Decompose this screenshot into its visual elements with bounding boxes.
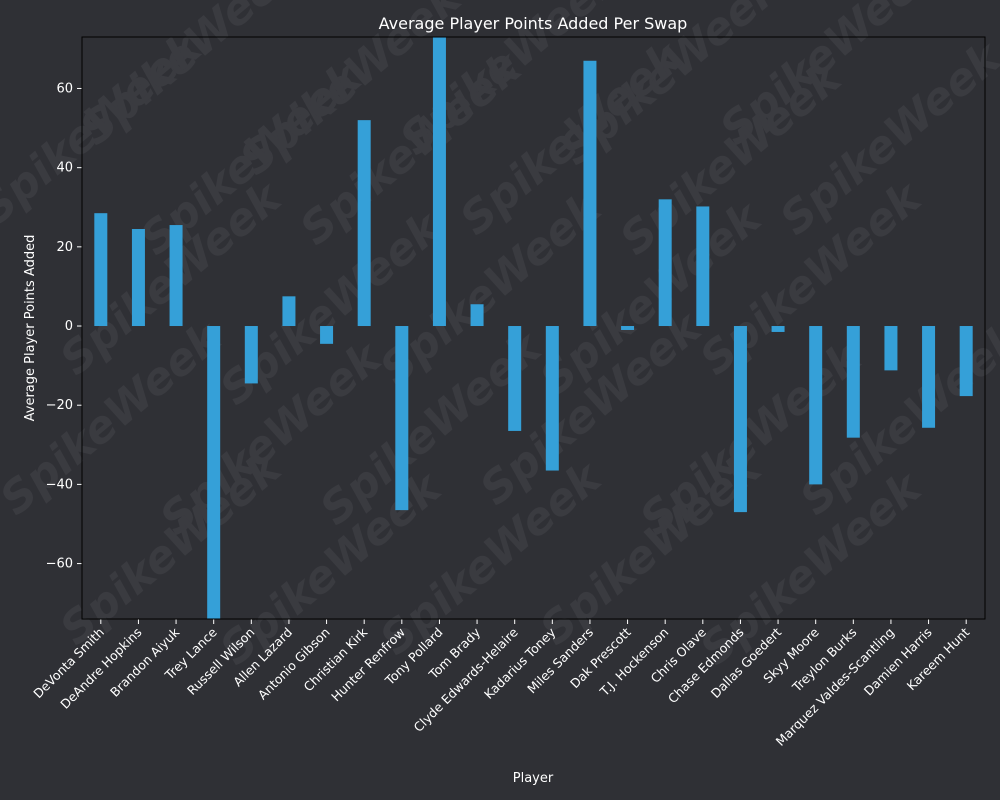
y-tick-label: 20 <box>56 240 73 255</box>
y-tick-label: −40 <box>46 477 73 492</box>
bar <box>508 326 522 431</box>
y-tick-label: −60 <box>46 557 73 572</box>
bar <box>658 199 672 327</box>
y-axis: −60 −40 −20 0 20 40 60 <box>46 81 82 572</box>
bar <box>809 326 823 485</box>
bar <box>395 326 409 511</box>
bar-series <box>94 37 973 619</box>
y-tick-label: 0 <box>65 319 73 334</box>
bar <box>696 206 710 327</box>
bar <box>621 326 635 330</box>
bar <box>545 326 559 471</box>
y-axis-label: Average Player Points Added <box>23 235 38 422</box>
chart-title: Average Player Points Added Per Swap <box>379 14 688 33</box>
bar <box>282 296 296 327</box>
bar <box>244 326 258 384</box>
y-tick-label: −20 <box>46 398 73 413</box>
bar <box>733 326 747 513</box>
bar <box>583 60 597 327</box>
bar <box>131 229 145 327</box>
bar <box>846 326 860 438</box>
plot-frame <box>81 36 986 620</box>
bar <box>169 225 183 327</box>
bar <box>959 326 973 397</box>
bar <box>771 326 785 332</box>
bar <box>94 213 108 327</box>
bar <box>207 326 221 619</box>
bar <box>470 304 484 327</box>
bar <box>922 326 936 428</box>
bar <box>320 326 334 344</box>
bar <box>432 37 446 327</box>
y-tick-label: 60 <box>56 81 73 96</box>
bar <box>884 326 898 371</box>
y-tick-label: 40 <box>56 161 73 176</box>
bar <box>357 120 371 327</box>
x-axis-label: Player <box>513 771 554 786</box>
